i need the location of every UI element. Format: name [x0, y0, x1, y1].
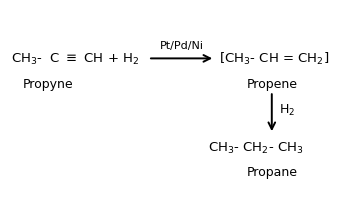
Text: Pt/Pd/Ni: Pt/Pd/Ni: [159, 40, 203, 50]
Text: CH$_3$-  C $\equiv$ CH + H$_2$: CH$_3$- C $\equiv$ CH + H$_2$: [11, 52, 139, 67]
Text: [CH$_3$- CH = CH$_2$]: [CH$_3$- CH = CH$_2$]: [218, 51, 329, 67]
Text: CH$_3$- CH$_2$- CH$_3$: CH$_3$- CH$_2$- CH$_3$: [208, 140, 304, 155]
Text: H$_2$: H$_2$: [279, 102, 295, 117]
Text: Propane: Propane: [246, 166, 297, 178]
Text: Propyne: Propyne: [23, 77, 74, 90]
Text: Propene: Propene: [246, 77, 297, 90]
